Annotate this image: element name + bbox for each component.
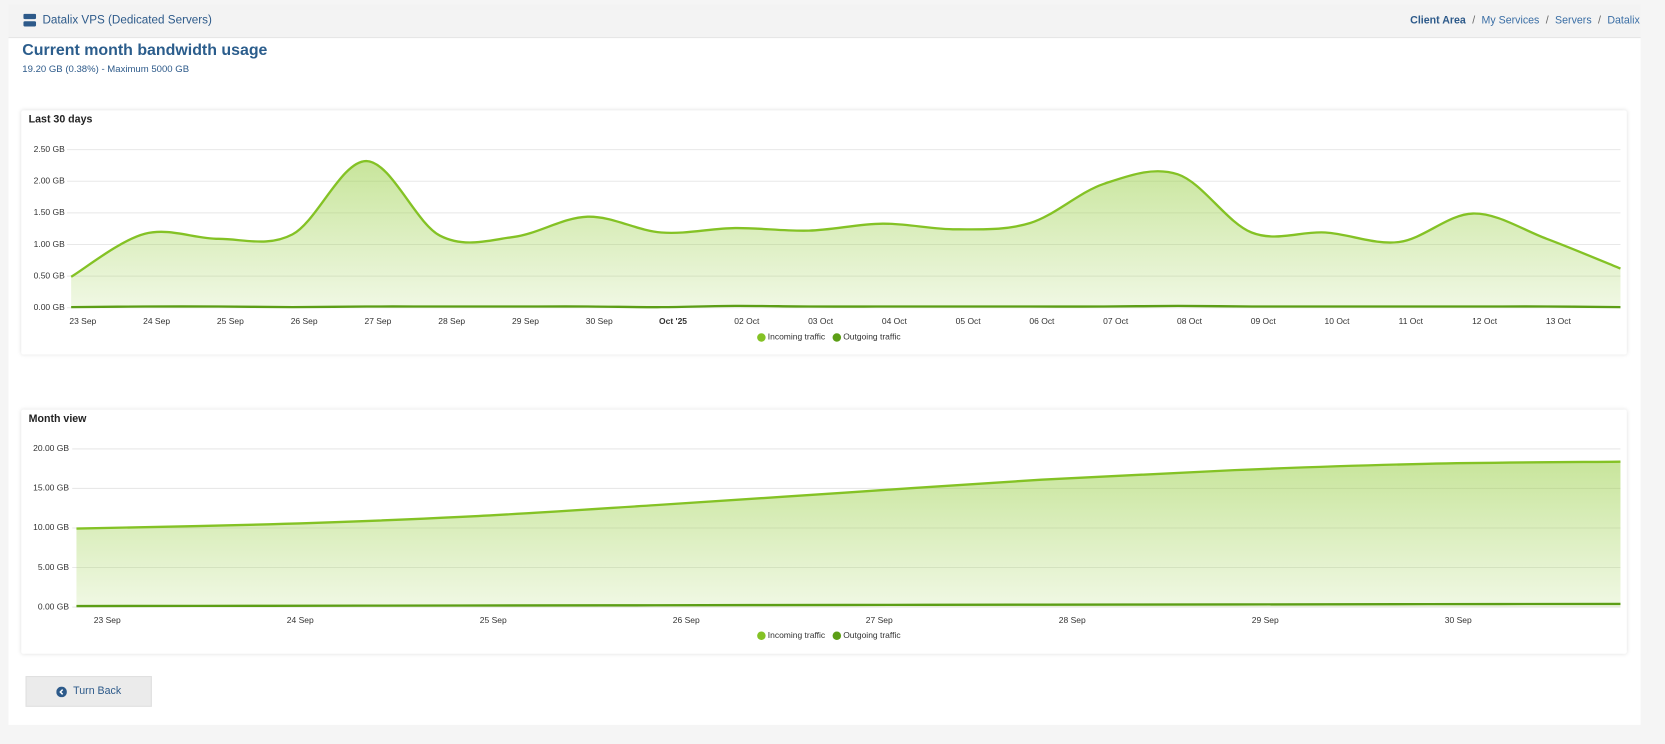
series-area (76, 461, 1621, 608)
x-tick-label: 03 Oct (808, 316, 834, 326)
legend-swatch (757, 333, 766, 342)
series-line (71, 304, 1621, 309)
breadcrumb: Client AreaMy ServicesServersDatalix VPS (1410, 15, 1640, 27)
x-tick-label: 29 Sep (512, 316, 539, 326)
x-tick-label: 24 Sep (143, 316, 170, 326)
x-tick-label: 27 Sep (364, 316, 391, 326)
x-tick-label: 09 Oct (1251, 316, 1277, 326)
x-tick-label: 07 Oct (1103, 316, 1129, 326)
x-tick-label: 13 Oct (1546, 316, 1572, 326)
legend-label: Outgoing traffic (843, 332, 901, 342)
chart-title: Last 30 days (29, 114, 93, 126)
series-line (76, 460, 1621, 530)
x-tick-label: 10 Oct (1325, 316, 1351, 326)
legend-label: Incoming traffic (768, 332, 826, 342)
x-tick-label: 05 Oct (956, 316, 982, 326)
heading: Current month bandwidth usage (22, 41, 268, 60)
y-tick-label: 15.00 GB (33, 483, 69, 493)
series-line (70, 159, 1621, 278)
x-tick-label: 28 Sep (1059, 615, 1086, 625)
back-icon (56, 686, 67, 697)
x-tick-label: 27 Sep (866, 615, 893, 625)
breadcrumb-item[interactable]: My Services (1466, 15, 1540, 27)
legend-swatch (832, 333, 842, 342)
legend-label: Outgoing traffic (843, 630, 901, 640)
server-icon (23, 13, 37, 27)
x-tick-label: 28 Sep (438, 316, 465, 326)
series-area (71, 161, 1621, 308)
x-tick-label: 02 Oct (734, 316, 760, 326)
y-tick-label: 0.00 GB (38, 601, 69, 611)
x-tick-label: 04 Oct (882, 316, 908, 326)
x-tick-label: 30 Sep (586, 316, 613, 326)
x-tick-label: 06 Oct (1029, 316, 1055, 326)
x-tick-label: 08 Oct (1177, 316, 1203, 326)
y-tick-label: 1.50 GB (34, 207, 65, 217)
x-tick-label: 26 Sep (291, 316, 318, 326)
x-tick-label: 26 Sep (673, 615, 700, 625)
turn-back-button[interactable]: Turn Back (25, 676, 152, 707)
y-tick-label: 5.00 GB (38, 562, 69, 572)
x-tick-label: 11 Oct (1399, 316, 1424, 326)
y-tick-label: 0.00 GB (34, 302, 65, 312)
header-bar: Datalix VPS (Dedicated Servers) Client A… (8, 4, 1641, 39)
breadcrumb-item[interactable]: Servers (1539, 15, 1591, 27)
x-tick-label: 30 Sep (1445, 615, 1472, 625)
x-tick-label: 25 Sep (480, 615, 507, 625)
breadcrumb-item: Datalix VPS (1592, 15, 1641, 27)
x-tick-label: 23 Sep (69, 316, 96, 326)
y-tick-label: 2.00 GB (34, 176, 65, 186)
x-tick-label: 25 Sep (217, 316, 244, 326)
series-line (76, 602, 1621, 608)
button-label[interactable]: Turn Back (73, 685, 122, 698)
x-tick-label: 23 Sep (94, 615, 121, 625)
x-tick-label: 24 Sep (287, 615, 314, 625)
legend-swatch (832, 631, 842, 640)
legend-label: Incoming traffic (768, 630, 826, 640)
x-tick-label: 29 Sep (1252, 615, 1279, 625)
header-title: Datalix VPS (Dedicated Servers) (42, 13, 212, 27)
y-tick-label: 1.00 GB (34, 239, 65, 249)
x-tick-label: Oct '25 (659, 316, 687, 326)
x-tick-label: 12 Oct (1472, 316, 1498, 326)
breadcrumb-item[interactable]: Client Area (1410, 14, 1466, 27)
subtitle: 19.20 GB (0.38%) - Maximum 5000 GB (22, 63, 190, 75)
chart-title: Month view (29, 413, 88, 425)
y-tick-label: 10.00 GB (33, 522, 69, 532)
y-tick-label: 0.50 GB (34, 270, 65, 280)
legend-swatch (757, 631, 766, 640)
y-tick-label: 20.00 GB (33, 443, 69, 453)
y-tick-label: 2.50 GB (34, 144, 65, 154)
